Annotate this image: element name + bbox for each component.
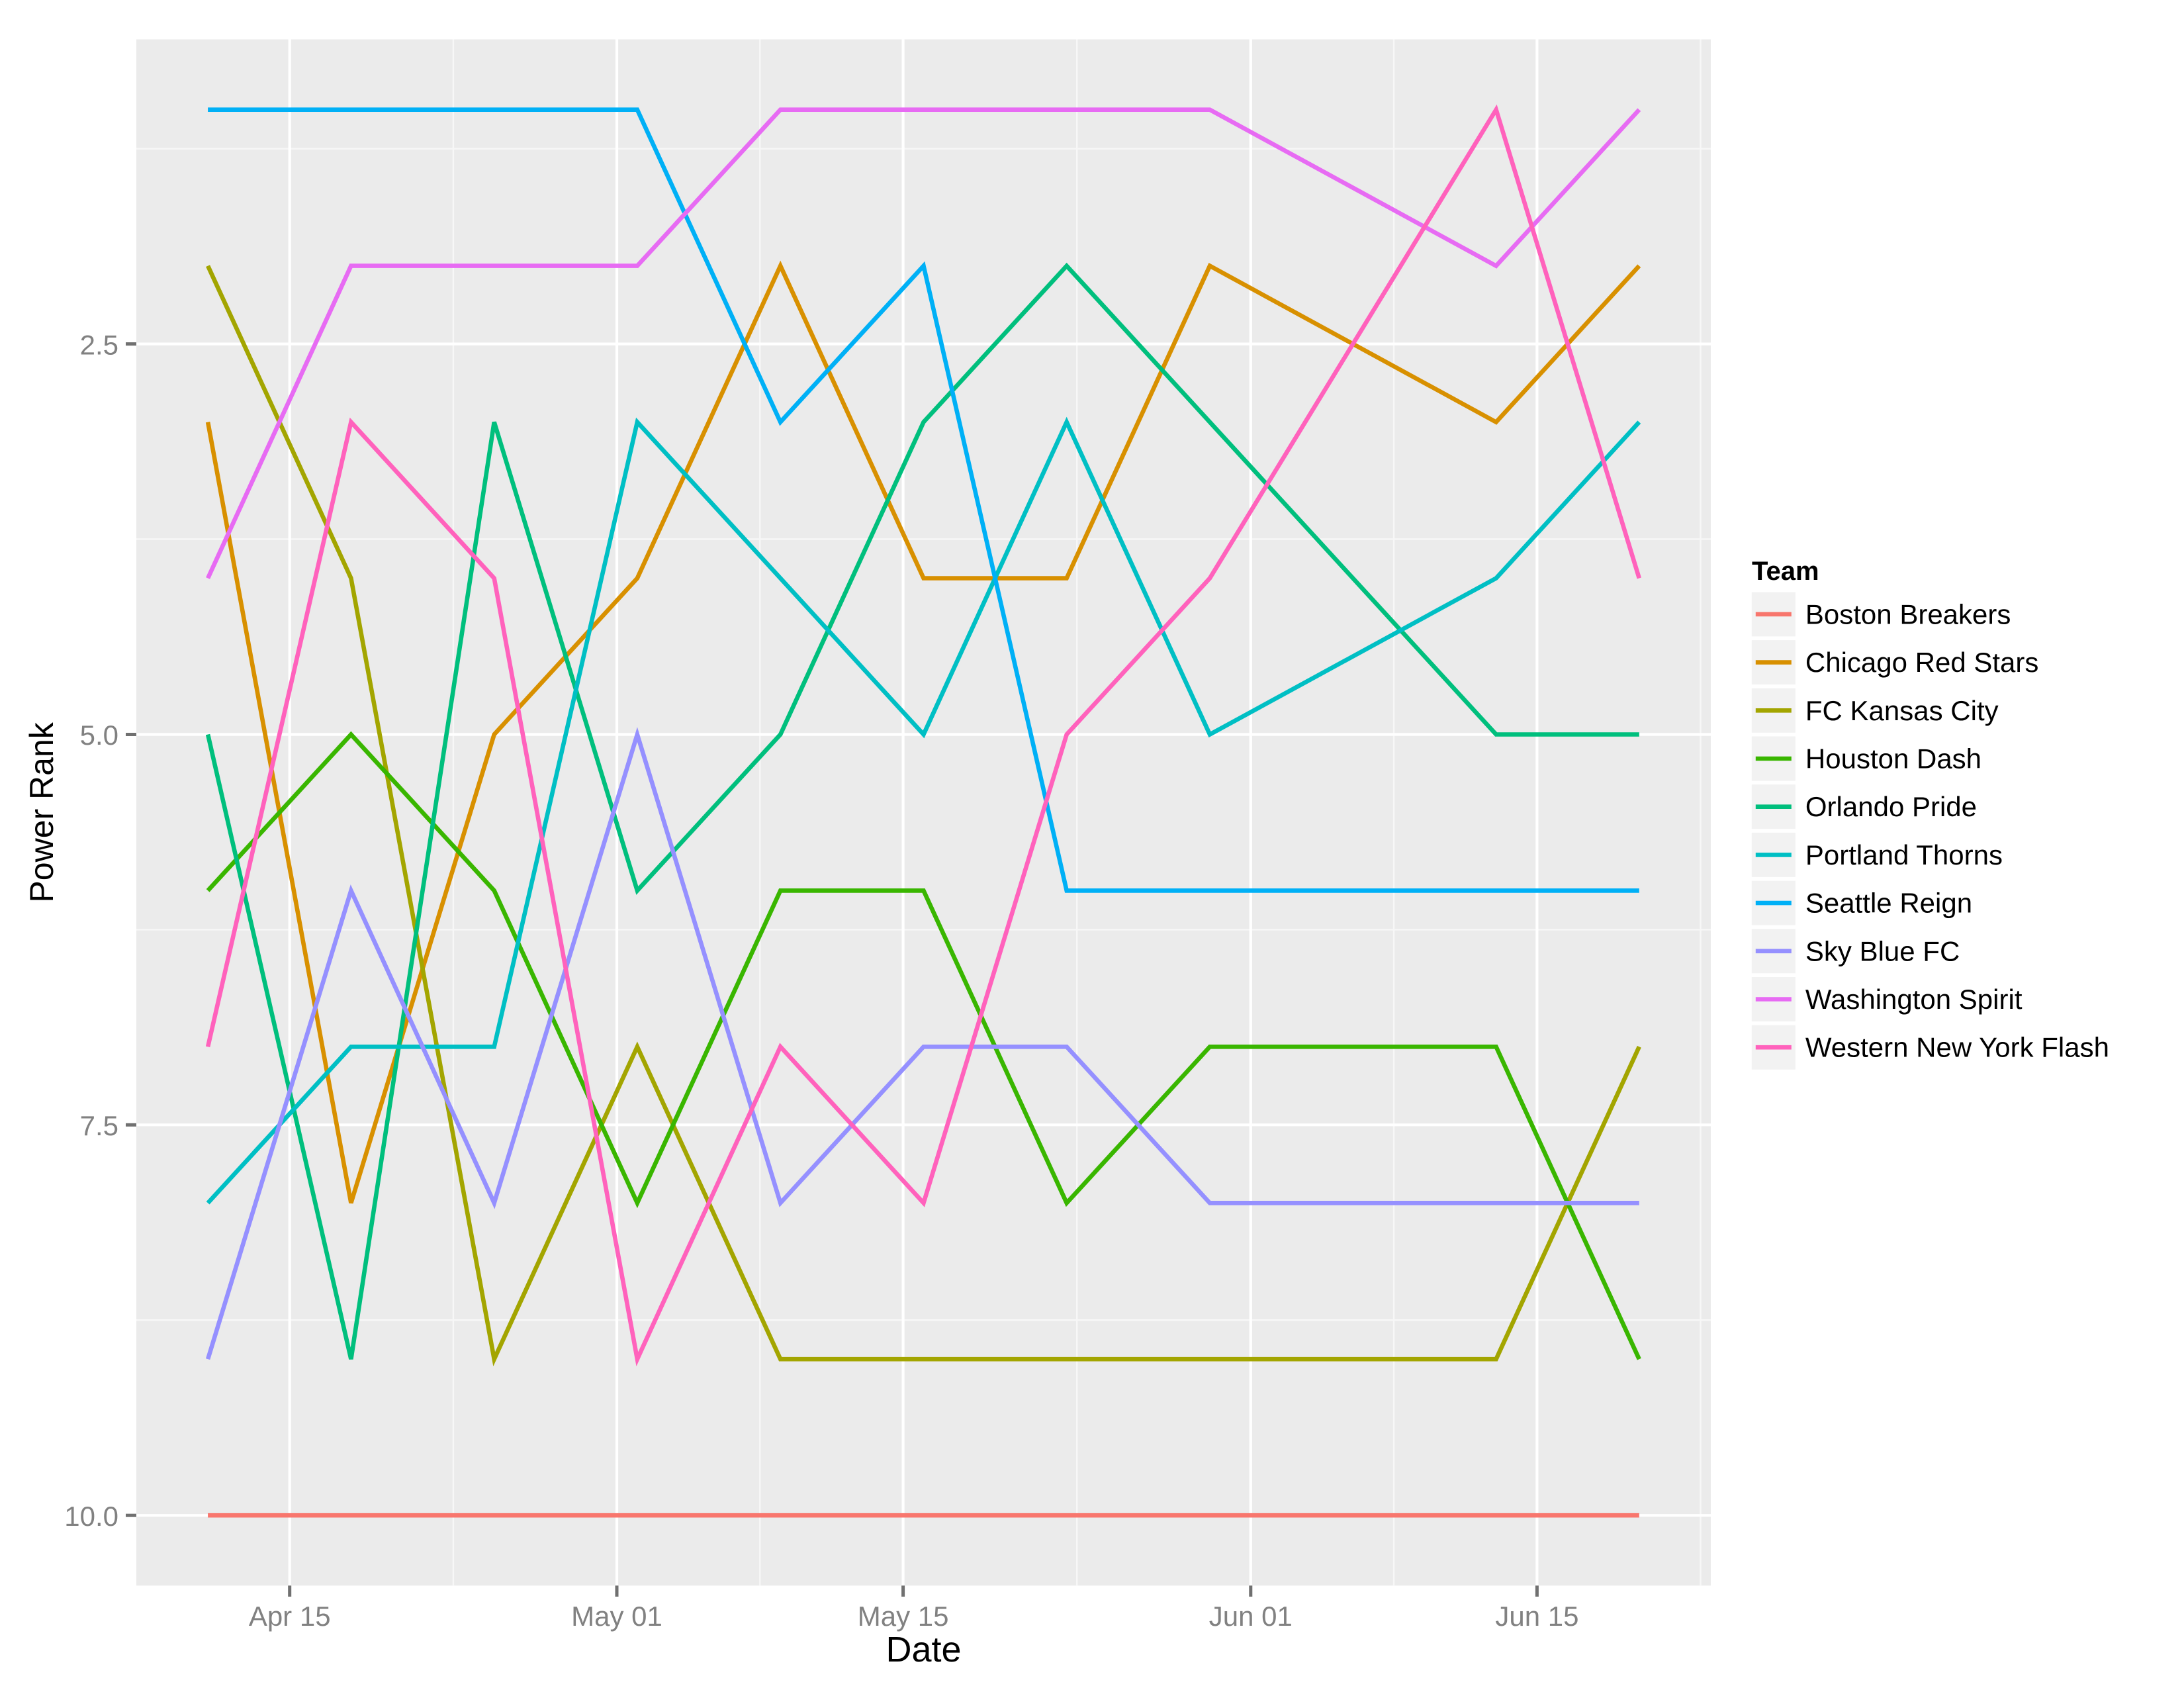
svg-text:Sky Blue FC: Sky Blue FC [1805,935,1960,966]
svg-text:Team: Team [1752,557,1819,586]
svg-text:2.5: 2.5 [80,329,118,360]
svg-text:Apr 15: Apr 15 [249,1601,331,1632]
svg-text:Orlando Pride: Orlando Pride [1805,791,1977,822]
svg-text:May 01: May 01 [571,1601,662,1632]
svg-text:Western New York Flash: Western New York Flash [1805,1032,2109,1063]
svg-text:Houston Dash: Houston Dash [1805,743,1981,774]
svg-text:Jun 15: Jun 15 [1495,1601,1578,1632]
svg-text:FC Kansas City: FC Kansas City [1805,695,1999,726]
svg-text:Power Rank: Power Rank [23,722,60,902]
svg-text:Seattle Reign: Seattle Reign [1805,888,1972,919]
svg-text:5.0: 5.0 [80,720,118,751]
svg-text:Portland Thorns: Portland Thorns [1805,839,2003,870]
svg-text:Jun 01: Jun 01 [1209,1601,1293,1632]
svg-text:Boston Breakers: Boston Breakers [1805,598,2011,630]
svg-text:7.5: 7.5 [80,1110,118,1141]
svg-text:10.0: 10.0 [64,1501,118,1532]
svg-text:Washington Spirit: Washington Spirit [1805,984,2023,1015]
svg-text:Date: Date [886,1630,961,1669]
svg-text:Chicago Red Stars: Chicago Red Stars [1805,647,2039,678]
svg-text:May 15: May 15 [858,1601,949,1632]
